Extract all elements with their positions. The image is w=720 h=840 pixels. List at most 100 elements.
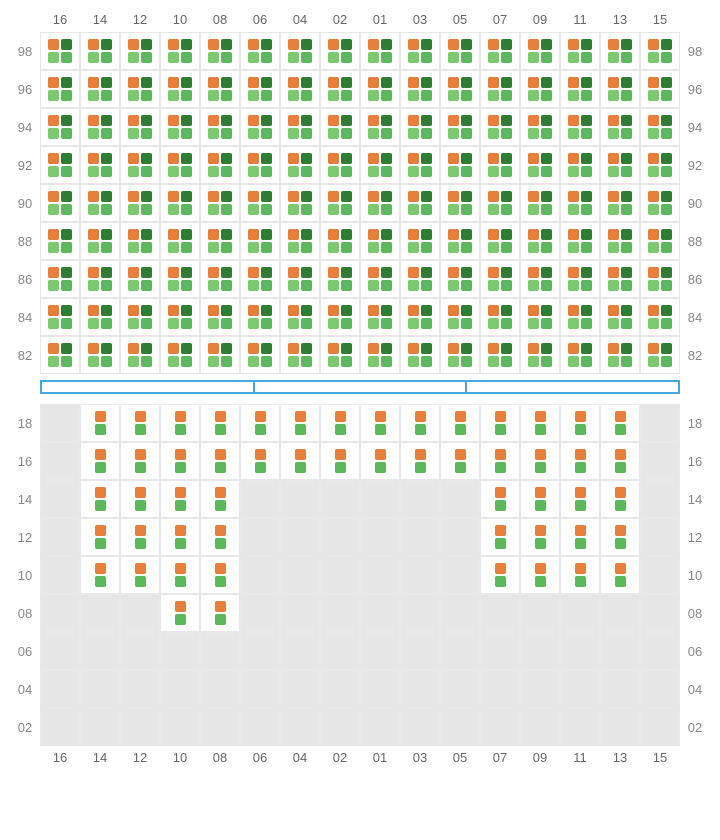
seat[interactable]	[621, 242, 632, 253]
seat[interactable]	[215, 614, 226, 625]
seat[interactable]	[261, 52, 272, 63]
seat[interactable]	[341, 115, 352, 126]
seat[interactable]	[168, 166, 179, 177]
seat[interactable]	[648, 39, 659, 50]
seat[interactable]	[288, 229, 299, 240]
seat[interactable]	[101, 204, 112, 215]
seat[interactable]	[301, 229, 312, 240]
seat[interactable]	[528, 242, 539, 253]
seat-cell[interactable]	[480, 32, 520, 70]
seat[interactable]	[415, 424, 426, 435]
seat[interactable]	[261, 77, 272, 88]
seat[interactable]	[408, 280, 419, 291]
seat[interactable]	[568, 267, 579, 278]
seat[interactable]	[101, 90, 112, 101]
seat[interactable]	[341, 318, 352, 329]
seat[interactable]	[421, 343, 432, 354]
seat[interactable]	[581, 191, 592, 202]
seat[interactable]	[408, 356, 419, 367]
seat-cell[interactable]	[120, 298, 160, 336]
seat[interactable]	[328, 229, 339, 240]
seat[interactable]	[328, 280, 339, 291]
seat[interactable]	[328, 52, 339, 63]
seat[interactable]	[448, 305, 459, 316]
seat-cell[interactable]	[560, 70, 600, 108]
seat[interactable]	[581, 166, 592, 177]
seat[interactable]	[661, 318, 672, 329]
seat-cell[interactable]	[120, 556, 160, 594]
seat-cell[interactable]	[520, 336, 560, 374]
seat[interactable]	[215, 525, 226, 536]
seat-cell[interactable]	[440, 260, 480, 298]
seat[interactable]	[621, 52, 632, 63]
seat[interactable]	[141, 52, 152, 63]
seat-cell[interactable]	[240, 222, 280, 260]
seat[interactable]	[208, 318, 219, 329]
seat[interactable]	[95, 487, 106, 498]
seat-cell[interactable]	[80, 32, 120, 70]
seat[interactable]	[528, 166, 539, 177]
seat[interactable]	[608, 90, 619, 101]
seat[interactable]	[61, 343, 72, 354]
seat[interactable]	[528, 356, 539, 367]
seat[interactable]	[88, 318, 99, 329]
seat[interactable]	[48, 166, 59, 177]
seat[interactable]	[168, 128, 179, 139]
seat[interactable]	[661, 229, 672, 240]
seat[interactable]	[368, 280, 379, 291]
seat-cell[interactable]	[600, 108, 640, 146]
seat-cell[interactable]	[600, 518, 640, 556]
seat[interactable]	[421, 153, 432, 164]
seat[interactable]	[175, 462, 186, 473]
seat[interactable]	[568, 52, 579, 63]
seat[interactable]	[215, 411, 226, 422]
seat[interactable]	[661, 356, 672, 367]
seat[interactable]	[141, 356, 152, 367]
seat[interactable]	[248, 166, 259, 177]
seat[interactable]	[301, 52, 312, 63]
seat[interactable]	[141, 77, 152, 88]
seat[interactable]	[541, 153, 552, 164]
seat-cell[interactable]	[280, 32, 320, 70]
seat-cell[interactable]	[240, 32, 280, 70]
seat-cell[interactable]	[240, 70, 280, 108]
seat[interactable]	[128, 191, 139, 202]
seat[interactable]	[661, 267, 672, 278]
seat[interactable]	[501, 153, 512, 164]
seat-cell[interactable]	[120, 184, 160, 222]
seat[interactable]	[208, 39, 219, 50]
seat-cell[interactable]	[400, 184, 440, 222]
seat-cell[interactable]	[160, 260, 200, 298]
seat[interactable]	[101, 318, 112, 329]
seat[interactable]	[128, 128, 139, 139]
seat[interactable]	[128, 267, 139, 278]
seat[interactable]	[448, 242, 459, 253]
seat[interactable]	[215, 500, 226, 511]
seat[interactable]	[295, 449, 306, 460]
seat[interactable]	[88, 166, 99, 177]
seat[interactable]	[341, 229, 352, 240]
seat[interactable]	[661, 153, 672, 164]
seat[interactable]	[88, 204, 99, 215]
seat-cell[interactable]	[80, 184, 120, 222]
seat[interactable]	[408, 153, 419, 164]
seat[interactable]	[288, 356, 299, 367]
seat-cell[interactable]	[80, 146, 120, 184]
seat[interactable]	[448, 267, 459, 278]
seat[interactable]	[61, 191, 72, 202]
seat[interactable]	[648, 90, 659, 101]
seat[interactable]	[341, 153, 352, 164]
seat-cell[interactable]	[440, 70, 480, 108]
seat[interactable]	[61, 153, 72, 164]
seat-cell[interactable]	[440, 32, 480, 70]
seat[interactable]	[581, 267, 592, 278]
seat[interactable]	[501, 77, 512, 88]
seat[interactable]	[455, 462, 466, 473]
seat[interactable]	[301, 318, 312, 329]
seat[interactable]	[568, 242, 579, 253]
seat[interactable]	[61, 166, 72, 177]
seat[interactable]	[408, 39, 419, 50]
seat[interactable]	[141, 166, 152, 177]
seat[interactable]	[341, 52, 352, 63]
seat[interactable]	[221, 280, 232, 291]
